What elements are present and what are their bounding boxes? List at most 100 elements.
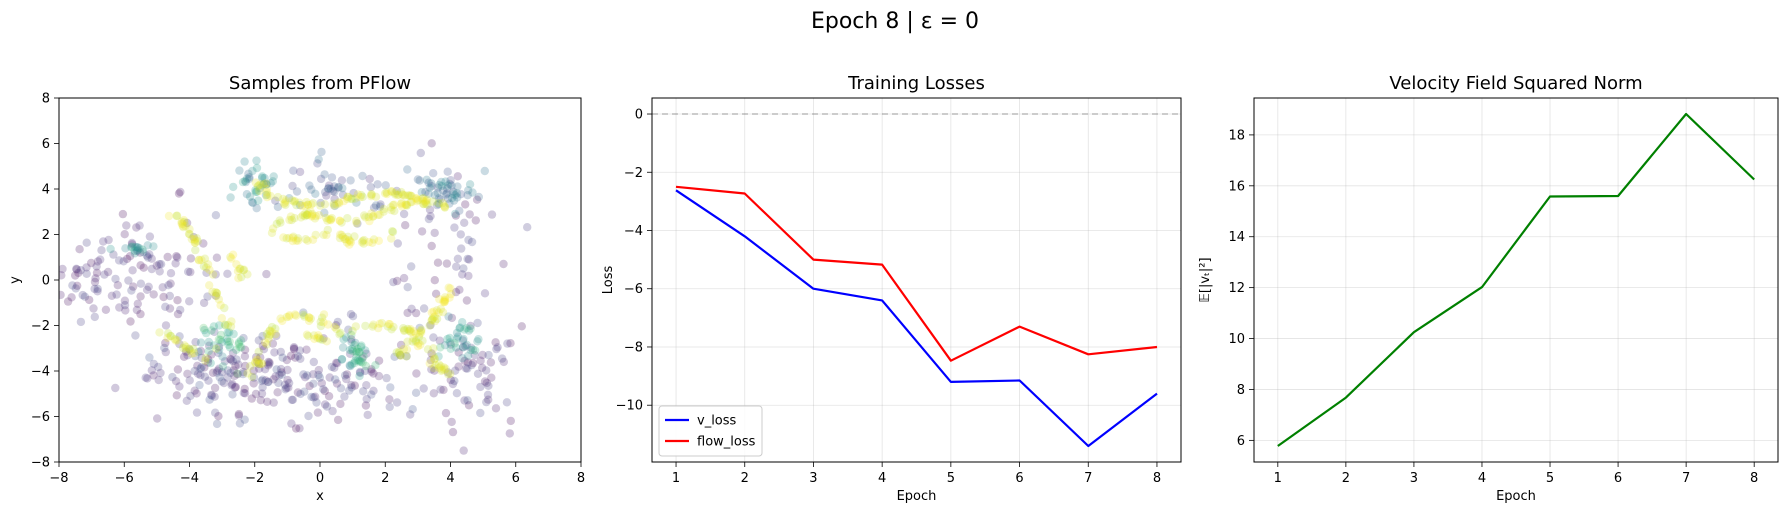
scatter-point [451, 211, 461, 220]
scatter-point [287, 395, 297, 405]
scatter-point [436, 385, 445, 394]
scatter-point [395, 347, 404, 356]
scatter-point [374, 323, 383, 333]
scatter-point [362, 349, 371, 358]
scatter-point [192, 389, 201, 398]
scatter-point [430, 354, 439, 363]
scatter-point [330, 201, 339, 211]
scatter-point [358, 192, 367, 202]
scatter-point [223, 320, 233, 330]
scatter-point [229, 329, 238, 339]
scatter-point [407, 191, 416, 201]
scatter-point [396, 350, 405, 360]
scatter-point [87, 258, 96, 268]
scatter-point [355, 356, 364, 365]
scatter-point [243, 369, 252, 378]
scatter-point [413, 341, 423, 351]
scatter-point [241, 177, 250, 187]
scatter-point [388, 227, 397, 236]
scatter-point [367, 365, 376, 374]
scatter-point [361, 321, 370, 331]
scatter-point [149, 359, 158, 369]
scatter-point [240, 176, 250, 186]
scatter-point [317, 379, 326, 388]
scatter-point [267, 228, 277, 238]
scatter-point [415, 329, 424, 338]
scatter-point [445, 179, 454, 189]
scatter-point [417, 227, 427, 236]
scatter-point [211, 291, 220, 300]
scatter-point [374, 356, 384, 365]
scatter-point [447, 313, 457, 323]
scatter-point [288, 233, 298, 243]
scatter-point [308, 199, 318, 208]
scatter-point [216, 301, 225, 310]
scatter-point [374, 236, 383, 245]
scatter-point [187, 234, 196, 244]
scatter-point [334, 183, 343, 192]
scatter-point [104, 235, 113, 245]
scatter-point [172, 211, 182, 220]
scatter-point [428, 197, 437, 206]
scatter-point [407, 262, 416, 271]
scatter-point [254, 336, 263, 345]
scatter-point [204, 337, 213, 347]
scatter-point [355, 367, 365, 377]
scatter-point [309, 379, 318, 388]
x-tick-label: 2 [381, 471, 389, 486]
scatter-point [347, 337, 356, 347]
scatter-point [390, 188, 400, 198]
scatter-point [100, 270, 109, 279]
scatter-point [181, 344, 190, 354]
x-tick-label: 5 [947, 471, 955, 486]
scatter-point [463, 396, 472, 405]
scatter-point [443, 184, 452, 193]
scatter-point [133, 246, 142, 256]
scatter-point [297, 201, 307, 211]
scatter-point [375, 319, 384, 328]
scatter-point [399, 190, 408, 200]
scatter-point [184, 267, 193, 276]
scatter-point [152, 261, 161, 270]
scatter-point [330, 187, 339, 196]
scatter-point [367, 367, 376, 376]
scatter-point [191, 238, 200, 247]
scatter-point [59, 264, 67, 274]
x-tick-label: 4 [446, 471, 454, 486]
scatter-point [304, 313, 314, 322]
scatter-point [253, 355, 263, 365]
scatter-point [281, 385, 290, 394]
scatter-point [359, 235, 369, 245]
scatter-point [406, 410, 415, 419]
scatter-point [190, 366, 199, 376]
scatter-point [184, 344, 194, 353]
scatter-point [283, 365, 292, 375]
scatter-point [437, 366, 446, 376]
scatter-point [271, 324, 280, 333]
scatter-point [80, 292, 90, 301]
scatter-point [187, 349, 196, 358]
scatter-point [262, 329, 272, 339]
scatter-point [173, 309, 183, 319]
y-tick-label: −2 [31, 319, 50, 334]
scatter-point [199, 323, 208, 333]
scatter-point [299, 310, 308, 319]
scatter-point [416, 340, 425, 350]
scatter-point [121, 244, 130, 253]
scatter-point [466, 345, 475, 355]
scatter-point [397, 187, 406, 197]
scatter-point [351, 338, 360, 348]
scatter-point [120, 300, 130, 310]
scatter-point [216, 335, 225, 345]
scatter-point [259, 180, 268, 189]
scatter-point [458, 318, 467, 327]
scatter-point [258, 331, 267, 341]
scatter-point [202, 263, 211, 272]
scatter-point [239, 266, 248, 275]
scatter-point [474, 192, 483, 202]
scatter-point [205, 281, 214, 290]
scatter-point [476, 408, 485, 418]
scatter-point [195, 380, 204, 390]
scatter-point [322, 230, 331, 240]
scatter-point [72, 264, 81, 273]
